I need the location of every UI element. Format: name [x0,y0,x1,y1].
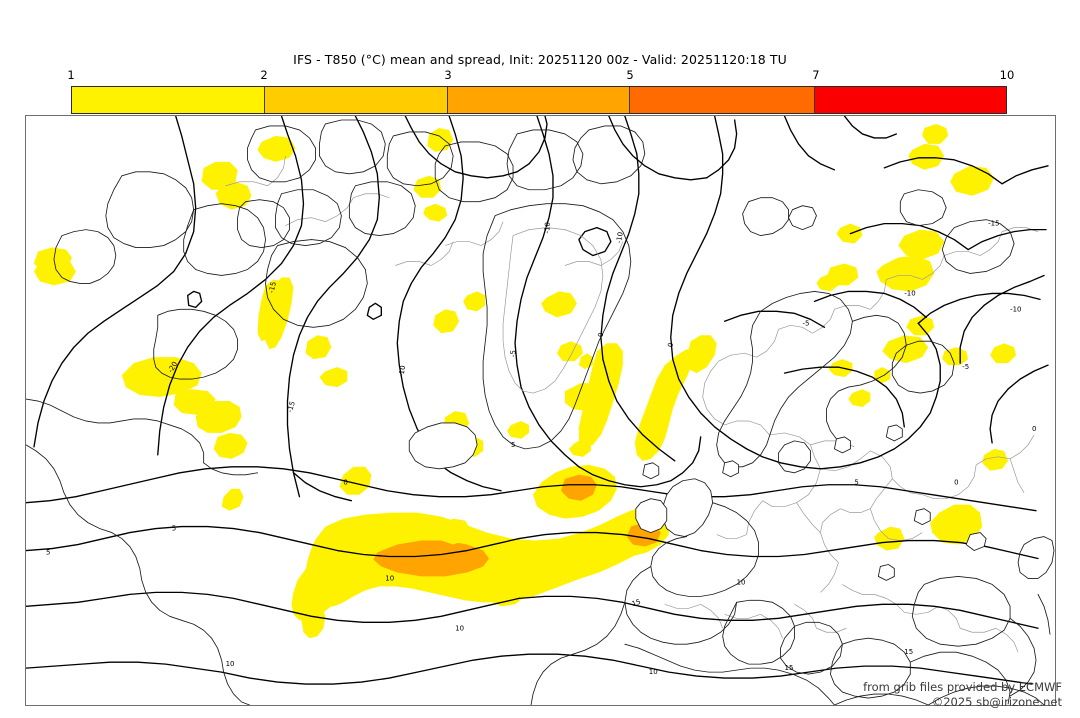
colorbar-tick-5: 5 [626,68,634,82]
svg-text:10: 10 [226,660,235,668]
page-title: IFS - T850 (°C) mean and spread, Init: 2… [293,52,787,67]
svg-text:-5: -5 [802,319,809,327]
svg-text:5: 5 [511,441,515,449]
svg-text:-10: -10 [615,231,625,244]
colorbar-segment-1-2 [72,87,265,113]
colorbar-tick-3: 3 [444,68,452,82]
svg-text:10: 10 [385,574,394,582]
svg-text:15: 15 [904,648,913,656]
svg-text:-15: -15 [988,220,999,228]
svg-text:-5: -5 [509,350,517,357]
svg-text:-5: -5 [962,363,969,371]
svg-text:15: 15 [631,598,642,609]
svg-text:5: 5 [854,479,858,487]
svg-text:0: 0 [667,342,675,347]
svg-text:5: 5 [46,549,50,557]
map-graphic: .fill-y { fill:#FFF200; stroke:none; } .… [26,116,1055,705]
svg-text:10: 10 [455,624,464,632]
svg-text:-10: -10 [904,289,915,297]
colorbar [71,86,1007,114]
colorbar-segment-2-3 [264,87,449,113]
colorbar-strip [71,86,1007,114]
contour-labels-layer: -15 -10 -10 -20 -15 -10 -5 0 0 5 5 0 10 … [46,220,1037,676]
map-canvas[interactable]: .fill-y { fill:#FFF200; stroke:none; } .… [25,115,1056,706]
spread-fill-layer [33,123,1017,639]
svg-text:0: 0 [1032,425,1036,433]
svg-text:-15: -15 [268,281,278,294]
colorbar-tick-2: 2 [260,68,268,82]
colorbar-segment-7-10 [815,87,1006,113]
isotherm-contour-layer [26,116,1049,685]
colorbar-segment-3-5 [448,87,630,113]
svg-text:10: 10 [737,578,746,586]
svg-text:0: 0 [954,479,958,487]
svg-text:-15: -15 [286,400,297,413]
coastline-layer [26,119,1055,705]
colorbar-tick-1: 1 [67,68,75,82]
svg-text:-10: -10 [397,365,407,378]
colorbar-tick-10: 10 [999,68,1015,82]
svg-text:0: 0 [343,479,347,487]
svg-text:5: 5 [172,525,176,533]
svg-text:0: 0 [597,332,605,337]
svg-text:10: 10 [649,668,658,676]
admin-borders-layer [225,155,1039,653]
svg-text:15: 15 [785,664,794,672]
colorbar-tick-labels: 1 2 3 5 7 10 [67,68,1014,84]
svg-text:-10: -10 [1010,305,1021,313]
svg-text:-10: -10 [543,222,552,234]
colorbar-tick-7: 7 [812,68,820,82]
colorbar-segment-5-7 [629,87,816,113]
